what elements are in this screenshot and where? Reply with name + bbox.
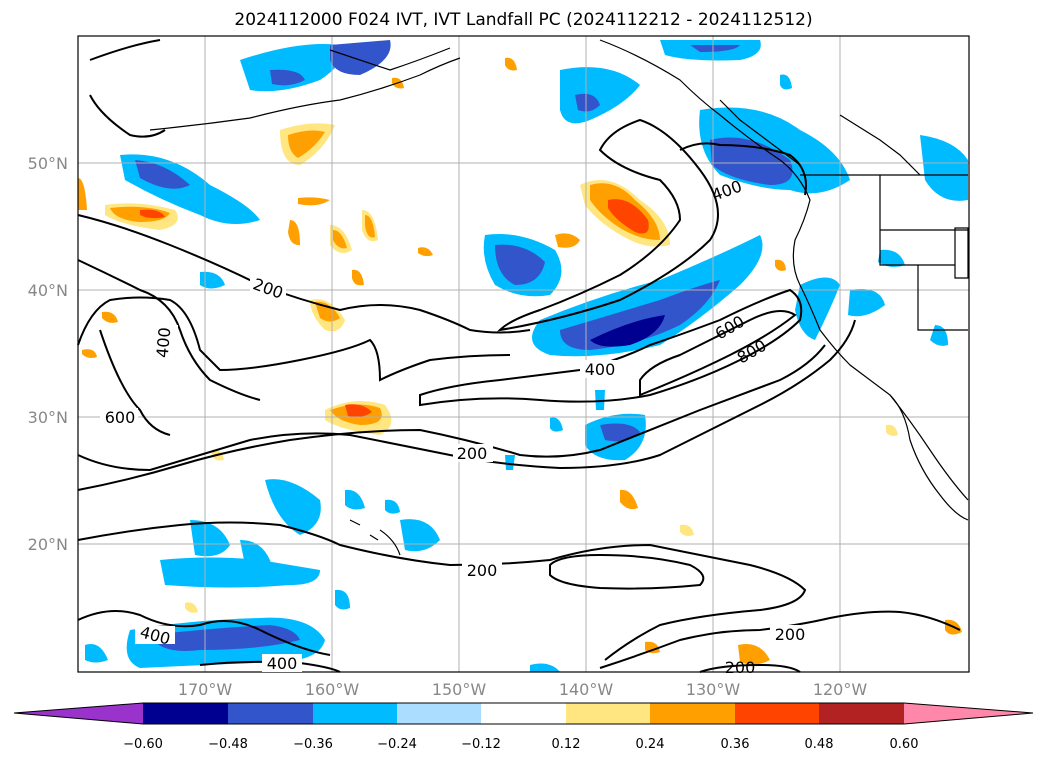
colorbar-tick: −0.60 — [123, 737, 163, 752]
colorbar-tick: −0.36 — [293, 737, 333, 752]
colorbar — [13, 702, 1034, 725]
lat-label: 20°N — [28, 535, 68, 554]
ivt-contours — [77, 39, 961, 673]
lon-label: 130°W — [686, 680, 741, 699]
lat-label: 30°N — [28, 408, 68, 427]
contour-label: 400 — [585, 360, 616, 379]
contour-label: 200 — [457, 444, 488, 463]
colorbar-tick: 0.60 — [890, 737, 919, 752]
lat-labels: 50°N 40°N 30°N 20°N — [28, 154, 68, 554]
map-frame — [77, 35, 970, 673]
lon-label: 140°W — [559, 680, 614, 699]
contour-label: 200 — [775, 625, 806, 644]
lat-label: 40°N — [28, 281, 68, 300]
colorbar-tick: 0.24 — [636, 737, 665, 752]
contour-label: 400 — [153, 326, 175, 358]
lon-label: 160°W — [305, 680, 360, 699]
colorbar-tick: −0.24 — [377, 737, 417, 752]
lat-label: 50°N — [28, 154, 68, 173]
colorbar-tick: −0.12 — [461, 737, 501, 752]
contour-label: 600 — [105, 408, 136, 427]
colorbar-tick: 0.12 — [552, 737, 581, 752]
coastlines — [149, 39, 969, 556]
contour-label: 400 — [267, 654, 298, 673]
colorbar-ticks: −0.60 −0.48 −0.36 −0.24 −0.12 0.12 0.24 … — [123, 737, 918, 752]
colorbar-extend-low — [14, 703, 143, 724]
lon-label: 120°W — [813, 680, 868, 699]
colorbar-tick: 0.48 — [805, 737, 834, 752]
contour-label: 200 — [467, 561, 498, 580]
colorbar-extend-high — [904, 703, 1033, 724]
lon-labels: 170°W 160°W 150°W 140°W 130°W 120°W — [178, 680, 868, 699]
graticule — [78, 36, 969, 672]
map-title: 2024112000 F024 IVT, IVT Landfall PC (20… — [234, 10, 813, 30]
colorbar-tick: −0.48 — [208, 737, 248, 752]
contour-label: 200 — [725, 658, 756, 677]
colorbar-tick: 0.36 — [721, 737, 750, 752]
lon-label: 150°W — [432, 680, 487, 699]
lon-label: 170°W — [178, 680, 233, 699]
